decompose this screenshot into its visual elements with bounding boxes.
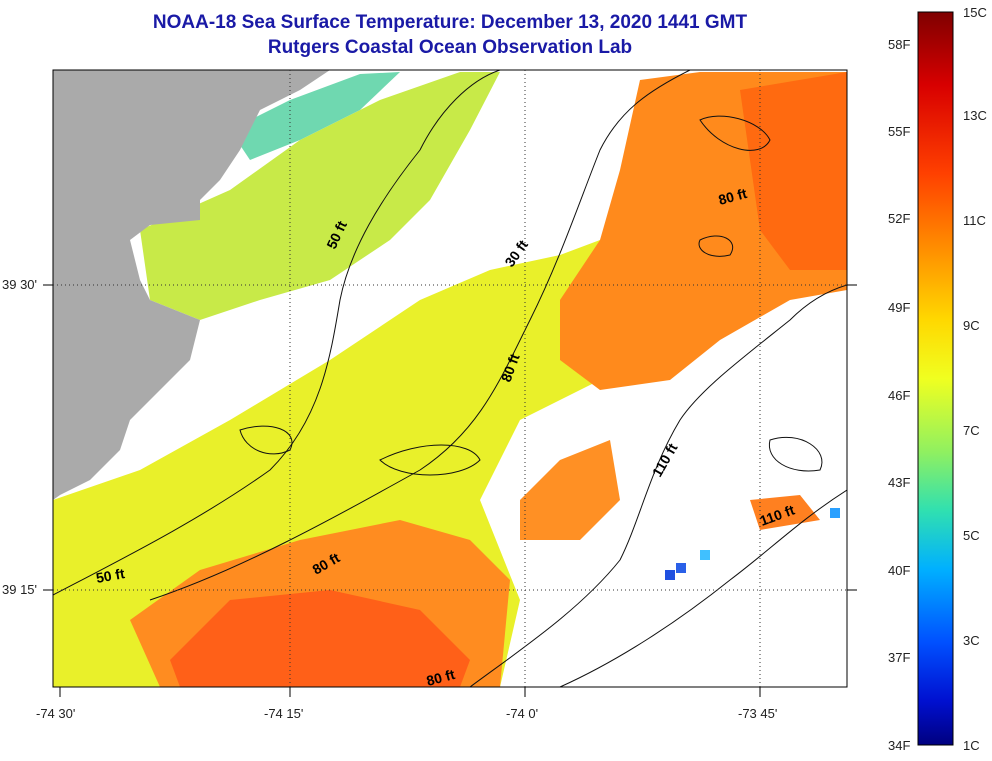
colorbar-c-label: 11C (963, 213, 986, 228)
sst-cyan-patch (230, 72, 400, 160)
colorbar-c-label: 5C (963, 528, 980, 543)
sst-cyan-pixel (700, 550, 710, 560)
colorbar (917, 11, 954, 746)
colorbar-f-label: 55F (888, 124, 911, 139)
sst-red-core-ne (740, 72, 847, 270)
colorbar-c-label: 9C (963, 318, 980, 333)
colorbar-f-label: 52F (888, 211, 911, 226)
axis-ticks (43, 284, 857, 697)
colorbar-f-label: 49F (888, 300, 911, 315)
land-area (53, 70, 330, 500)
x-tick-label: -73 45' (738, 706, 778, 721)
colorbar-f-label: 40F (888, 563, 911, 578)
colorbar-f-label: 58F (888, 37, 911, 52)
sst-red-core-sw (170, 590, 470, 687)
sst-blue-pixel (676, 563, 686, 573)
sst-blue-pixel (830, 508, 840, 518)
colorbar-c-label: 1C (963, 738, 980, 753)
contour-label: 80 ft (425, 666, 457, 689)
depth-contours (53, 70, 847, 687)
colorbar-c-label: 7C (963, 423, 980, 438)
y-tick-label: 39 30' (2, 277, 38, 292)
sst-orange-mid (520, 440, 620, 540)
contour-label: 50 ft (95, 565, 126, 586)
colorbar-f-label: 43F (888, 475, 911, 490)
graticule (53, 70, 847, 687)
map-title: NOAA-18 Sea Surface Temperature: Decembe… (152, 12, 748, 33)
colorbar-f-label: 46F (888, 388, 911, 403)
colorbar-c-label: 3C (963, 633, 980, 648)
sst-north-band (140, 72, 500, 320)
x-tick-label: -74 30' (36, 706, 76, 721)
colorbar-c-label: 15C (963, 5, 987, 20)
map-subtitle: Rutgers Coastal Ocean Observation Lab (267, 37, 633, 58)
x-tick-label: -74 15' (264, 706, 304, 721)
x-tick-label: -74 0' (506, 706, 539, 721)
colorbar-c-label: 13C (963, 108, 987, 123)
sst-orange-east (750, 495, 820, 530)
colorbar-f-label: 37F (888, 650, 911, 665)
colorbar-f-label: 34F (888, 738, 911, 753)
contour-label: 80 ft (717, 185, 749, 208)
map-frame (52, 69, 848, 688)
y-tick-label: 39 15' (2, 582, 38, 597)
sst-blue-pixel (665, 570, 675, 580)
